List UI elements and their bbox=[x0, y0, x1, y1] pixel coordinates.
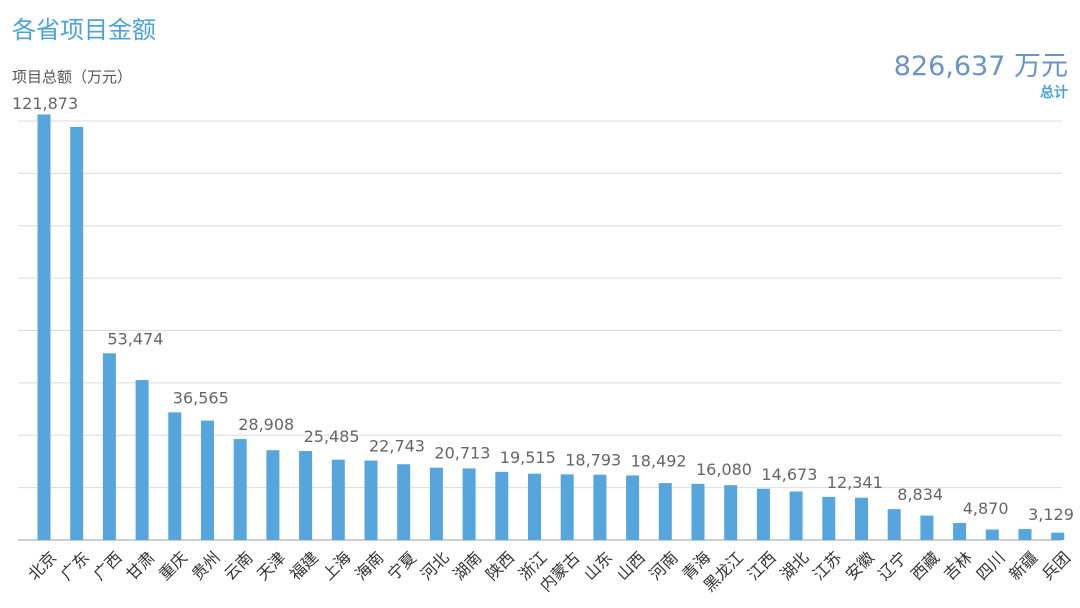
x-tick-label: 广西 bbox=[90, 548, 126, 584]
x-tick-label: 西藏 bbox=[907, 548, 943, 584]
x-tick-label: 北京 bbox=[24, 548, 60, 584]
bar-重庆 bbox=[168, 412, 182, 540]
bar-浙江 bbox=[528, 473, 541, 540]
x-tick-label: 陕西 bbox=[482, 548, 518, 584]
x-tick-label: 山东 bbox=[580, 548, 616, 584]
bar-福建 bbox=[299, 451, 313, 540]
data-label: 25,485 bbox=[304, 427, 360, 446]
bar-甘肃 bbox=[135, 380, 149, 540]
bar-江西 bbox=[756, 488, 770, 540]
data-label: 36,565 bbox=[173, 388, 229, 407]
x-tick-label: 湖南 bbox=[449, 548, 485, 584]
x-tick-label: 四川 bbox=[973, 548, 1009, 584]
data-label: 53,474 bbox=[107, 329, 163, 348]
data-label: 28,908 bbox=[238, 415, 294, 434]
bar-内蒙古 bbox=[560, 474, 574, 540]
x-tick-label: 贵州 bbox=[188, 548, 224, 584]
bar-贵州 bbox=[201, 420, 214, 540]
bar-云南 bbox=[233, 439, 247, 540]
bar-海南 bbox=[364, 460, 378, 540]
bar-湖北 bbox=[789, 491, 803, 540]
x-tick-label: 广东 bbox=[57, 548, 93, 584]
data-label: 18,793 bbox=[565, 450, 621, 469]
data-label: 4,870 bbox=[963, 499, 1009, 518]
bar-上海 bbox=[331, 459, 345, 540]
x-tick-label: 湖北 bbox=[776, 548, 812, 584]
data-label: 20,713 bbox=[434, 444, 490, 463]
bar-青海 bbox=[691, 483, 705, 540]
data-label: 8,834 bbox=[897, 485, 943, 504]
bar-天津 bbox=[266, 450, 280, 540]
bar-新疆 bbox=[1018, 529, 1032, 540]
data-label: 19,515 bbox=[500, 448, 556, 467]
total-value: 826,637 万元 bbox=[893, 51, 1068, 82]
x-tick-label: 上海 bbox=[319, 548, 355, 584]
bar-吉林 bbox=[953, 522, 967, 540]
bar-河南 bbox=[658, 483, 672, 540]
x-tick-label: 河北 bbox=[417, 548, 453, 584]
x-tick-label: 海南 bbox=[351, 548, 387, 584]
x-tick-label: 兵团 bbox=[1038, 548, 1074, 584]
data-label: 12,341 bbox=[827, 473, 883, 492]
bar-河北 bbox=[429, 467, 443, 540]
data-label: 18,492 bbox=[631, 451, 687, 470]
bar-山东 bbox=[593, 474, 607, 540]
x-tick-label: 河南 bbox=[646, 548, 682, 584]
data-label: 22,743 bbox=[369, 437, 425, 456]
chart-title: 各省项目金额 bbox=[12, 16, 156, 44]
bar-广西 bbox=[102, 353, 116, 540]
x-tick-label: 甘肃 bbox=[122, 548, 158, 584]
bar-兵团 bbox=[1051, 532, 1065, 540]
bar-安徽 bbox=[855, 497, 868, 540]
total-summary: 826,637 万元 总计 bbox=[894, 50, 1068, 102]
x-tick-label: 江西 bbox=[744, 548, 780, 584]
x-tick-label: 重庆 bbox=[155, 548, 191, 584]
bar-北京 bbox=[37, 114, 51, 540]
bar-广东 bbox=[70, 126, 84, 540]
bar-西藏 bbox=[920, 515, 934, 540]
y-axis-label: 项目总额（万元） bbox=[12, 68, 133, 86]
data-label: 121,873 bbox=[12, 94, 78, 113]
bar-山西 bbox=[626, 475, 640, 540]
data-label: 3,129 bbox=[1028, 505, 1074, 524]
x-tick-label: 新疆 bbox=[1005, 548, 1041, 584]
total-label: 总计 bbox=[1040, 85, 1068, 101]
x-tick-label: 山西 bbox=[613, 548, 649, 584]
x-tick-label: 辽宁 bbox=[874, 548, 910, 584]
x-tick-label: 天津 bbox=[253, 548, 289, 584]
x-tick-label: 吉林 bbox=[940, 548, 976, 584]
x-tick-label: 云南 bbox=[220, 548, 256, 584]
bar-陕西 bbox=[495, 471, 509, 540]
data-label: 16,080 bbox=[696, 460, 752, 479]
bar-四川 bbox=[985, 529, 999, 540]
x-tick-label: 宁夏 bbox=[384, 548, 420, 584]
bar-湖南 bbox=[462, 468, 476, 540]
bar-辽宁 bbox=[887, 509, 901, 540]
x-tick-label: 安徽 bbox=[842, 548, 878, 584]
bar-江苏 bbox=[822, 496, 836, 540]
x-tick-label: 江苏 bbox=[809, 548, 845, 584]
bar-黑龙江 bbox=[724, 485, 738, 540]
bar-宁夏 bbox=[397, 464, 411, 540]
x-tick-label: 福建 bbox=[286, 548, 322, 584]
data-label: 14,673 bbox=[761, 465, 817, 484]
